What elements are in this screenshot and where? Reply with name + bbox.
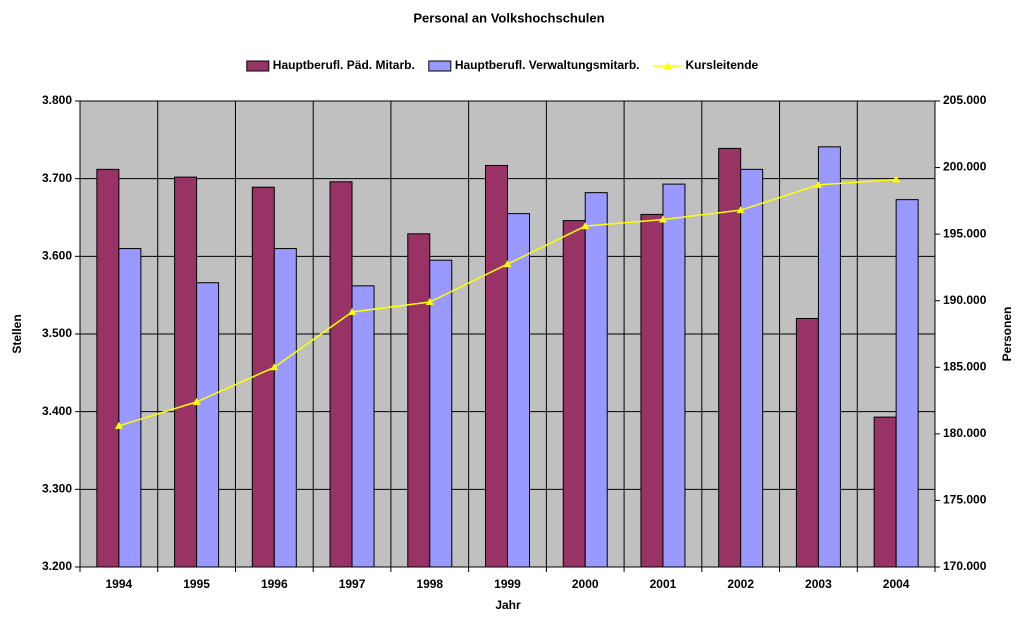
bar bbox=[817, 146, 841, 568]
bar bbox=[640, 213, 664, 568]
y-tick-label: 3.800 bbox=[42, 93, 72, 107]
y-tick-label: 3.300 bbox=[42, 482, 72, 496]
x-tick-label: 2003 bbox=[805, 577, 832, 591]
bar bbox=[174, 176, 198, 568]
y2-tick-label: 205.000 bbox=[943, 93, 987, 107]
bar bbox=[96, 168, 120, 568]
x-tick-label: 2002 bbox=[727, 577, 754, 591]
bar bbox=[118, 248, 142, 568]
marker bbox=[736, 206, 745, 214]
y-tick-label: 3.600 bbox=[42, 249, 72, 263]
x-tick-label: 1997 bbox=[339, 577, 366, 591]
chart-title: Personal an Volkshochschulen bbox=[413, 10, 604, 25]
y2-tick-label: 185.000 bbox=[943, 359, 987, 373]
bar bbox=[196, 282, 220, 568]
bar bbox=[273, 248, 297, 568]
marker bbox=[270, 363, 279, 371]
marker bbox=[348, 308, 357, 316]
y2-tick-label: 190.000 bbox=[943, 293, 987, 307]
bar bbox=[351, 285, 375, 568]
y-tick-label: 3.700 bbox=[42, 171, 72, 185]
marker bbox=[892, 175, 901, 183]
marker bbox=[503, 260, 512, 268]
bar bbox=[407, 233, 431, 568]
y-axis-title: Stellen bbox=[10, 314, 24, 353]
y-tick-label: 3.200 bbox=[42, 559, 72, 573]
bar bbox=[873, 416, 897, 568]
bar bbox=[251, 186, 275, 568]
legend-label: Hauptberufl. Verwaltungsmitarb. bbox=[455, 58, 640, 72]
x-tick-label: 1994 bbox=[106, 577, 133, 591]
bar bbox=[740, 168, 764, 568]
x-tick-label: 1995 bbox=[183, 577, 210, 591]
legend-swatch-marker bbox=[663, 62, 672, 69]
y2-axis-title: Personen bbox=[1000, 307, 1014, 362]
x-tick-label: 2001 bbox=[650, 577, 677, 591]
x-tick-label: 1998 bbox=[416, 577, 443, 591]
y-tick-label: 3.400 bbox=[42, 404, 72, 418]
y2-tick-label: 180.000 bbox=[943, 426, 987, 440]
y2-tick-label: 170.000 bbox=[943, 559, 987, 573]
bar bbox=[795, 317, 819, 568]
bar bbox=[329, 181, 353, 568]
marker bbox=[114, 421, 123, 429]
marker bbox=[425, 298, 434, 306]
bar bbox=[429, 259, 453, 568]
bar bbox=[507, 213, 530, 568]
bar bbox=[485, 164, 508, 568]
bar bbox=[584, 192, 608, 568]
bar bbox=[562, 220, 586, 568]
y2-tick-label: 195.000 bbox=[943, 226, 987, 240]
x-tick-label: 2000 bbox=[572, 577, 599, 591]
legend-swatch bbox=[246, 60, 270, 72]
bar bbox=[895, 199, 919, 568]
x-tick-label: 1999 bbox=[494, 577, 521, 591]
legend-label: Kursleitende bbox=[686, 58, 759, 72]
x-axis-title: Jahr bbox=[495, 598, 521, 612]
marker bbox=[658, 215, 667, 223]
y2-tick-label: 175.000 bbox=[943, 493, 987, 507]
marker bbox=[814, 180, 823, 188]
marker bbox=[192, 397, 201, 405]
legend-label: Hauptberufl. Päd. Mitarb. bbox=[273, 58, 415, 72]
y-tick-label: 3.500 bbox=[42, 326, 72, 340]
marker bbox=[581, 222, 590, 230]
x-tick-label: 2004 bbox=[883, 577, 910, 591]
x-tick-label: 1996 bbox=[261, 577, 288, 591]
bar bbox=[662, 183, 686, 568]
y2-tick-label: 200.000 bbox=[943, 160, 987, 174]
legend-swatch bbox=[428, 60, 452, 72]
